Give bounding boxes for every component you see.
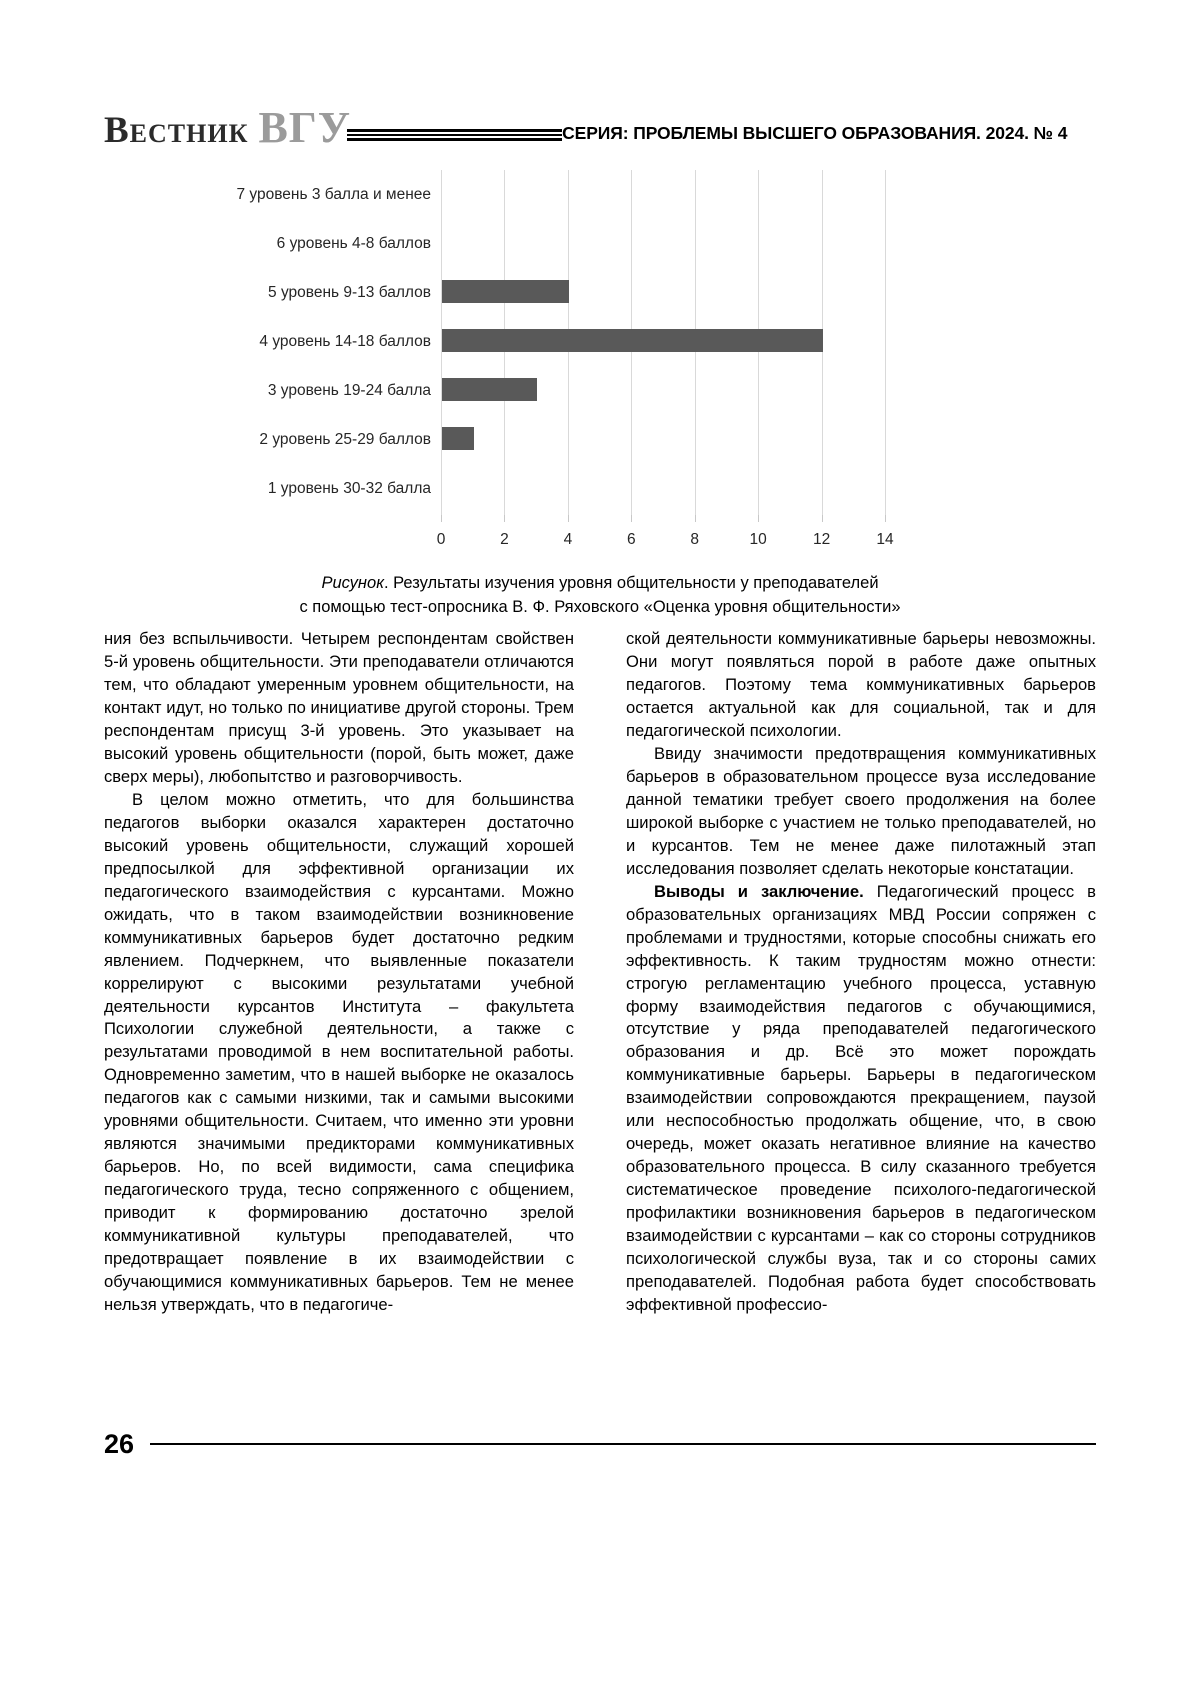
section-heading-inline: Выводы и заключение. — [654, 882, 864, 901]
paragraph: Ввиду значимости предотвращения коммуник… — [626, 743, 1096, 881]
xtick-label: 10 — [749, 532, 766, 548]
footer-rule — [150, 1443, 1096, 1445]
figure-caption-line-1: Рисунок. Результаты изучения уровня общи… — [104, 572, 1096, 596]
gridline-14 — [885, 170, 886, 515]
xtick-4 — [568, 515, 569, 522]
paragraph-conclusions: Выводы и заключение. Педагогический проц… — [626, 881, 1096, 1317]
xtick-14 — [885, 515, 886, 522]
xtick-label: 2 — [500, 532, 509, 548]
figure-caption: Рисунок. Результаты изучения уровня общи… — [104, 572, 1096, 620]
category-label: 6 уровень 4-8 баллов — [277, 236, 431, 252]
category-label: 3 уровень 19-24 балла — [268, 383, 431, 399]
xtick-label: 4 — [564, 532, 573, 548]
running-head: ВестникВГУ СЕРИЯ: ПРОБЛЕМЫ ВЫСШЕГО ОБРАЗ… — [104, 88, 1104, 150]
paragraph-text: Педагогический процесс в образовательных… — [626, 882, 1096, 1314]
paragraph: ния без вспыльчивости. Четырем респонден… — [104, 628, 574, 789]
category-label: 4 уровень 14-18 баллов — [259, 334, 431, 350]
category-label: 2 уровень 25-29 баллов — [259, 432, 431, 448]
bar-level-5 — [442, 280, 569, 303]
figure-caption-text-1: . Результаты изучения уровня общительнос… — [384, 574, 879, 592]
figure-caption-line-2: с помощью тест-опросника В. Ф. Ряховског… — [104, 596, 1096, 620]
right-column: ской деятельности коммуникативные барьер… — [626, 628, 1096, 1388]
masthead-rule — [347, 129, 562, 141]
xtick-label: 14 — [876, 532, 893, 548]
chart-category-labels: 7 уровень 3 балла и менее 6 уровень 4-8 … — [104, 170, 431, 515]
xtick-label: 6 — [627, 532, 636, 548]
page-number: 26 — [104, 1431, 134, 1458]
bar-level-3 — [442, 378, 537, 401]
xtick-6 — [631, 515, 632, 522]
body-columns: ния без вспыльчивости. Четырем респонден… — [104, 628, 1096, 1388]
xtick-8 — [695, 515, 696, 522]
masthead-vestnik: Вестник — [104, 110, 248, 151]
xtick-2 — [504, 515, 505, 522]
category-label: 7 уровень 3 балла и менее — [237, 187, 432, 203]
chart-xtick-labels: 0 2 4 6 8 10 12 14 — [441, 532, 885, 554]
category-label: 1 уровень 30-32 балла — [268, 481, 431, 497]
xtick-0 — [441, 515, 442, 522]
figure-caption-label: Рисунок — [321, 574, 384, 592]
paragraph: В целом можно отметить, что для большинс… — [104, 789, 574, 1317]
xtick-label: 12 — [813, 532, 830, 548]
xtick-label: 8 — [690, 532, 699, 548]
bar-level-2 — [442, 427, 474, 450]
journal-page: ВестникВГУ СЕРИЯ: ПРОБЛЕМЫ ВЫСШЕГО ОБРАЗ… — [0, 0, 1200, 1697]
left-column: ния без вспыльчивости. Четырем респонден… — [104, 628, 574, 1388]
chart-plot-area — [441, 170, 885, 515]
page-footer: 26 — [104, 1424, 1096, 1464]
series-issue-line: СЕРИЯ: ПРОБЛЕМЫ ВЫСШЕГО ОБРАЗОВАНИЯ. 202… — [562, 123, 1067, 144]
figure-block: 7 уровень 3 балла и менее 6 уровень 4-8 … — [104, 160, 1096, 610]
paragraph: ской деятельности коммуникативные барьер… — [626, 628, 1096, 743]
xtick-10 — [758, 515, 759, 522]
xtick-label: 0 — [437, 532, 446, 548]
xtick-12 — [822, 515, 823, 522]
bar-chart: 7 уровень 3 балла и менее 6 уровень 4-8 … — [104, 160, 1096, 560]
masthead-vgu: ВГУ — [258, 103, 351, 152]
journal-masthead: ВестникВГУ — [104, 106, 351, 150]
bar-level-4 — [442, 329, 823, 352]
category-label: 5 уровень 9-13 баллов — [268, 285, 431, 301]
